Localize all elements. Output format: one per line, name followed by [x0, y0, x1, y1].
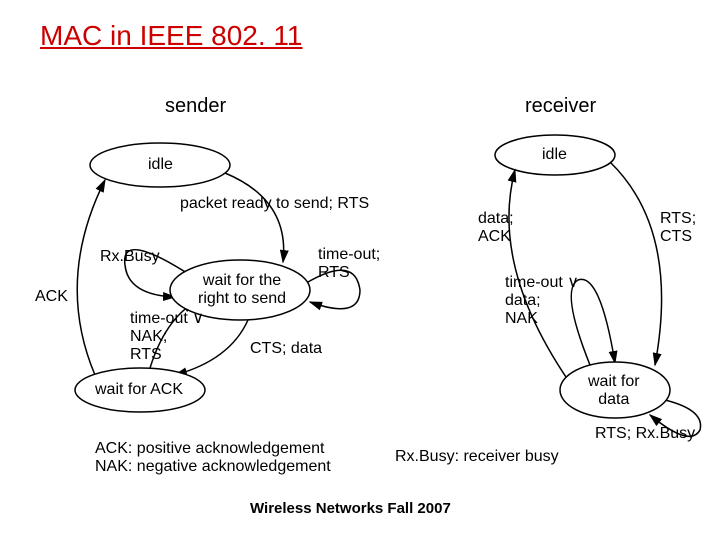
edge-cts-data-label: CTS; data [250, 340, 322, 358]
edge-packet-ready [225, 173, 284, 262]
sender-wait-ack-label: wait for ACK [95, 381, 183, 399]
edge-timeout-nak-label: time-out ∨ NAK; RTS [130, 308, 204, 364]
edge-timeout-rts-label: time-out; RTS [318, 246, 380, 282]
sender-rxbusy-label: Rx.Busy [100, 248, 160, 266]
receiver-idle-label: idle [542, 146, 567, 164]
edge-packet-ready-label: packet ready to send; RTS [180, 195, 369, 213]
page-title: MAC in IEEE 802. 11 [40, 20, 303, 52]
edge-timeout-data-nak-label: time-out ∨ data; NAK [505, 272, 579, 328]
receiver-heading: receiver [525, 95, 596, 118]
sender-idle-label: idle [148, 156, 173, 174]
receiver-wait-data-label: wait for data [588, 373, 640, 409]
sender-heading: sender [165, 95, 226, 118]
legend-ack: ACK: positive acknowledgement [95, 440, 324, 458]
edge-rts-cts [610, 162, 662, 365]
edge-ack [77, 180, 105, 375]
edge-data-ack-label: data; ACK [478, 210, 514, 246]
edge-ack-label: ACK [35, 288, 68, 306]
edge-rts-cts-label: RTS; CTS [660, 210, 696, 246]
sender-wait-right-label: wait for the right to send [198, 272, 286, 308]
legend-rxbusy: Rx.Busy: receiver busy [395, 448, 559, 466]
legend-nak: NAK: negative acknowledgement [95, 458, 331, 476]
edge-rts-rxbusy-label: RTS; Rx.Busy [595, 425, 695, 443]
footer: Wireless Networks Fall 2007 [250, 500, 451, 517]
